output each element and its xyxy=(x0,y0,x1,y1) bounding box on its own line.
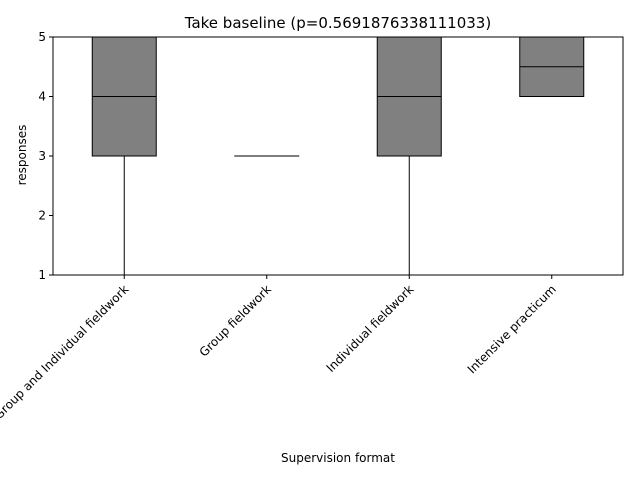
x-tick-label: Group fieldwork xyxy=(197,282,274,359)
y-tick-label: 1 xyxy=(38,268,46,282)
y-tick-label: 2 xyxy=(38,209,46,223)
x-tick-label: Intensive practicum xyxy=(465,282,559,376)
chart-title: Take baseline (p=0.5691876338111033) xyxy=(184,14,491,32)
plot-area: 1 2 3 4 5 Group and Individual fieldwork Group… xyxy=(0,30,624,422)
y-tick-label: 3 xyxy=(38,149,46,163)
x-axis-label: Supervision format xyxy=(281,451,395,465)
y-tick-label: 5 xyxy=(38,30,46,44)
y-tick-label: 4 xyxy=(38,90,46,104)
x-tick-label: Individual fieldwork xyxy=(324,282,417,375)
x-tick-label: Group and Individual fieldwork xyxy=(0,282,131,422)
y-axis-label: responses xyxy=(15,125,29,186)
